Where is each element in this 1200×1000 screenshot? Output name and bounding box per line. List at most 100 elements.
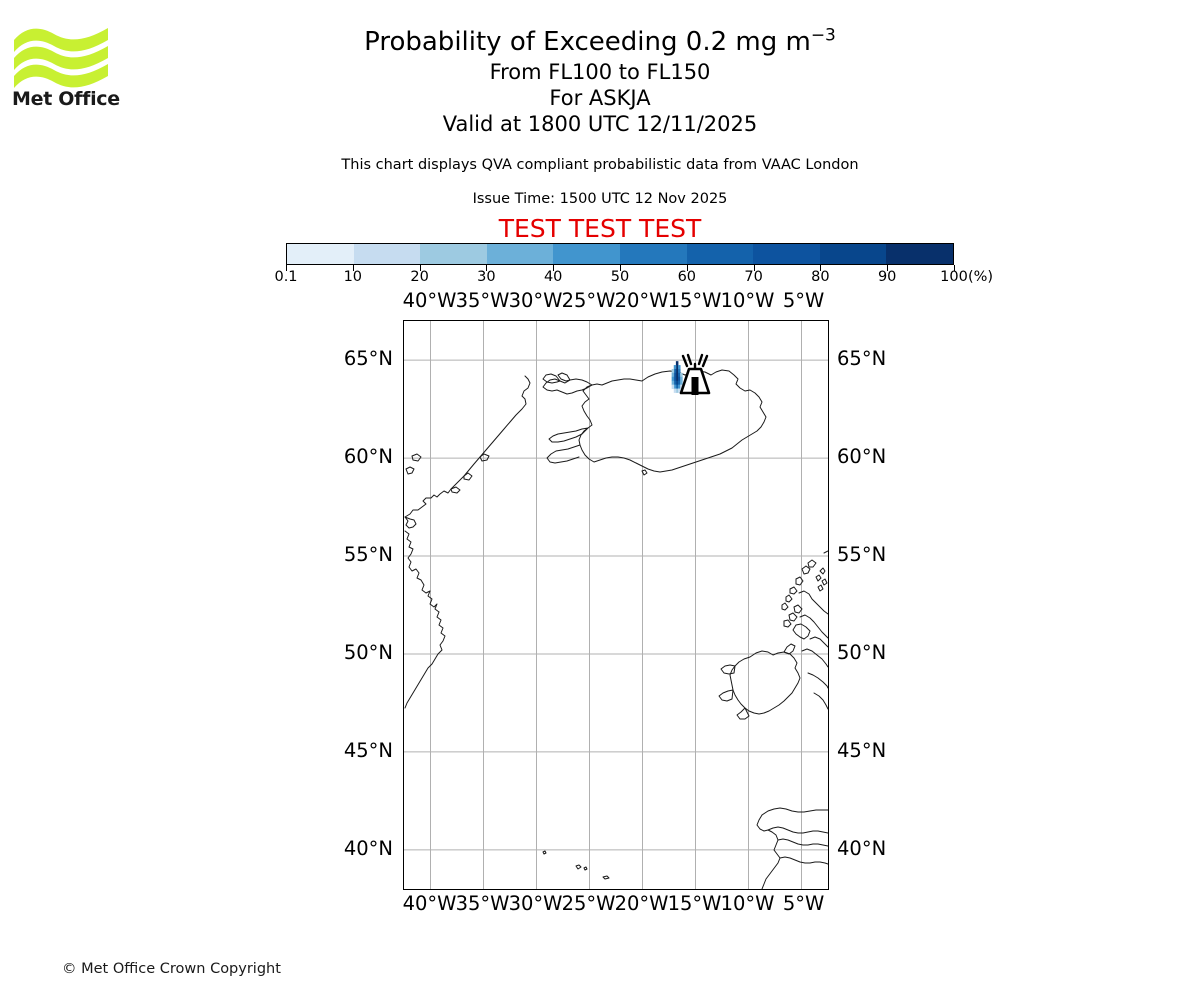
colorbar-tick-label-50: 50 bbox=[610, 269, 630, 285]
colorbar-tick-60 bbox=[686, 265, 688, 271]
plume-cell bbox=[678, 365, 681, 370]
longitude-label--15: 15°W bbox=[667, 289, 722, 312]
longitude-label--5: 5°W bbox=[776, 892, 825, 915]
colorbar-tick-label-10: 10 bbox=[343, 269, 363, 285]
colorbar-tick-100 bbox=[954, 265, 955, 271]
colorbar-band-4 bbox=[553, 244, 620, 264]
plume-cell bbox=[680, 380, 683, 386]
longitude-label--40: 40°W bbox=[402, 289, 457, 312]
longitude-label--30: 30°W bbox=[508, 892, 563, 915]
colorbar-tick-label-70: 70 bbox=[744, 269, 763, 285]
colorbar-tick-50 bbox=[620, 265, 621, 271]
longitude-labels-bottom: 40°W 35°W 30°W 25°W 20°W 15°W 10°W 5°W bbox=[0, 892, 1200, 915]
colorbar-tick-0.1 bbox=[286, 265, 287, 271]
plume-cell bbox=[673, 365, 677, 370]
longitude-label--40: 40°W bbox=[402, 892, 457, 915]
colorbar-tick-20 bbox=[419, 265, 421, 271]
latitude-label-left-60: 60°N bbox=[343, 445, 393, 469]
plume-cell bbox=[675, 372, 679, 378]
plume-cell bbox=[671, 384, 675, 389]
plume-cell bbox=[673, 376, 677, 382]
plume-cell bbox=[673, 368, 677, 374]
plume-cell bbox=[678, 368, 681, 374]
colorbar-tick-label-40: 40 bbox=[543, 269, 563, 285]
latitude-label-right-60: 60°N bbox=[837, 445, 887, 469]
met-office-logo-text: Met Office bbox=[12, 88, 120, 110]
plume-cell bbox=[671, 376, 675, 382]
plume-cell bbox=[673, 372, 677, 378]
colorbar-tick-label-30: 30 bbox=[477, 269, 496, 285]
colorbar-band-2 bbox=[420, 244, 487, 264]
longitude-label--35: 35°W bbox=[455, 289, 510, 312]
coastlines bbox=[404, 369, 828, 889]
page-title-text: Probability of Exceeding 0.2 mg m bbox=[364, 27, 811, 57]
colorbar-tick-40 bbox=[553, 265, 555, 271]
page-title-exponent: −3 bbox=[810, 25, 836, 46]
latitude-label-right-55: 55°N bbox=[837, 543, 887, 567]
flight-level-line: From FL100 to FL150 bbox=[489, 60, 711, 84]
plume-cell bbox=[678, 372, 681, 378]
colorbar-band-1 bbox=[353, 244, 421, 264]
latitude-label-left-50: 50°N bbox=[343, 640, 393, 664]
colorbar-bands bbox=[286, 243, 954, 265]
latitude-label-left-55: 55°N bbox=[343, 543, 393, 567]
longitude-label--25: 25°W bbox=[561, 892, 616, 915]
colorbar-unit-label: (%) bbox=[968, 269, 994, 285]
colorbar-band-7 bbox=[753, 244, 820, 264]
colorbar-band-9 bbox=[886, 244, 953, 264]
map-plot-area bbox=[403, 320, 829, 890]
plume-cell bbox=[678, 384, 681, 389]
colorbar-tick-label-0.1: 0.1 bbox=[274, 269, 298, 285]
chart-title-block: Probability of Exceeding 0.2 mg m−3 From… bbox=[0, 0, 1200, 137]
probability-colorbar bbox=[286, 243, 954, 265]
valid-time-line: Valid at 1800 UTC 12/11/2025 bbox=[442, 112, 758, 136]
colorbar-tick-10 bbox=[352, 265, 354, 271]
colorbar-tick-90 bbox=[887, 265, 889, 271]
longitude-label--20: 20°W bbox=[614, 289, 669, 312]
latitude-label-left-40: 40°N bbox=[343, 836, 393, 860]
plume-cell bbox=[678, 388, 681, 393]
plume-cell bbox=[675, 380, 679, 386]
colorbar-tick-label-20: 20 bbox=[410, 269, 429, 285]
plume-cell bbox=[671, 368, 675, 374]
copyright-notice: © Met Office Crown Copyright bbox=[62, 961, 281, 977]
colorbar-tick-label-80: 80 bbox=[811, 269, 830, 285]
latitude-label-right-40: 40°N bbox=[837, 836, 887, 860]
issue-time: Issue Time: 1500 UTC 12 Nov 2025 bbox=[472, 191, 728, 207]
plume-cell bbox=[680, 384, 683, 389]
plume-cell bbox=[680, 372, 683, 378]
colorbar-ticks bbox=[286, 265, 955, 272]
plume-cell bbox=[678, 376, 681, 382]
longitude-label--10: 10°W bbox=[720, 892, 775, 915]
longitude-label--10: 10°W bbox=[720, 289, 775, 312]
colorbar-tick-label-100: 100 bbox=[940, 269, 968, 285]
longitude-label--20: 20°W bbox=[614, 892, 669, 915]
colorbar-band-6 bbox=[686, 244, 754, 264]
colorbar-tick-label-90: 90 bbox=[877, 269, 897, 285]
qva-note: This chart displays QVA compliant probab… bbox=[341, 157, 859, 173]
longitude-label--25: 25°W bbox=[561, 289, 616, 312]
volcano-marker bbox=[679, 353, 711, 395]
latitude-label-left-45: 45°N bbox=[343, 738, 393, 762]
longitude-label--5: 5°W bbox=[776, 289, 825, 312]
volcano-name-line: For ASKJA bbox=[549, 86, 651, 110]
longitude-label--15: 15°W bbox=[667, 892, 722, 915]
map-gridlines bbox=[404, 321, 828, 889]
colorbar-tick-labels: 0.1 10 20 30 40 50 60 70 80 90 100 bbox=[186, 269, 1054, 289]
plume-cell bbox=[671, 380, 675, 386]
colorbar-tick-label-60: 60 bbox=[677, 269, 697, 285]
colorbar-tick-30 bbox=[486, 265, 488, 271]
colorbar-tick-70 bbox=[753, 265, 755, 271]
page-title: Probability of Exceeding 0.2 mg m−3 bbox=[0, 26, 1200, 59]
test-banner: TEST TEST TEST bbox=[498, 214, 702, 243]
plume-cell bbox=[675, 361, 679, 366]
plume-cell bbox=[673, 380, 677, 386]
longitude-label--30: 30°W bbox=[508, 289, 563, 312]
plume-cell bbox=[675, 365, 679, 370]
latitude-label-right-50: 50°N bbox=[837, 640, 887, 664]
ash-plume bbox=[671, 361, 683, 393]
plume-cell bbox=[673, 388, 677, 393]
latitude-label-left-65: 65°N bbox=[343, 347, 393, 371]
plume-cell bbox=[675, 388, 679, 393]
colorbar-tick-80 bbox=[820, 265, 822, 271]
